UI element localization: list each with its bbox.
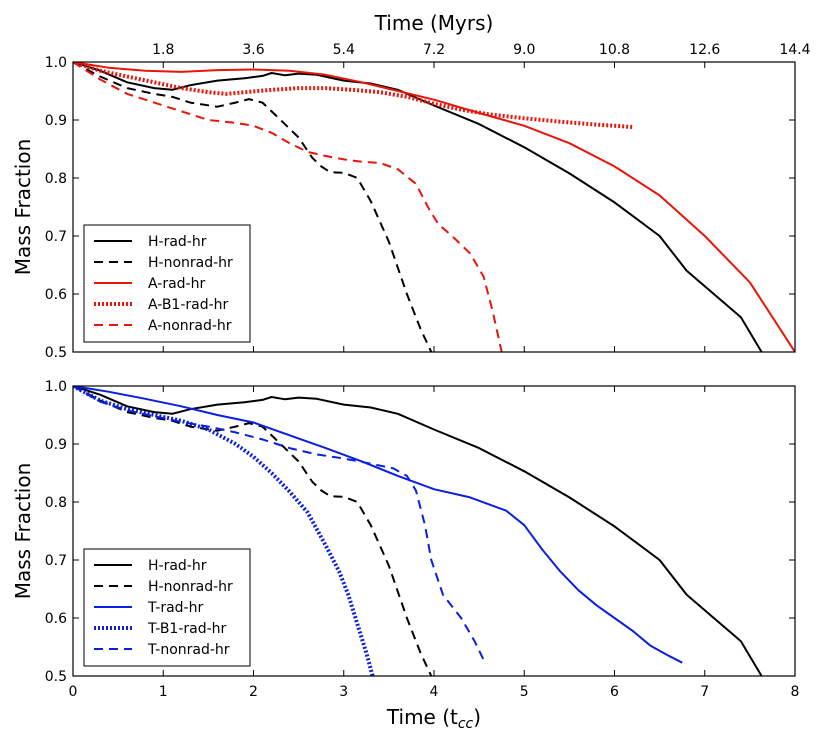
legend-label: H-rad-hr [148,558,207,574]
x-axis-label: Time (tcc) [386,705,481,732]
y-tick-label: 1.0 [45,379,67,395]
legend-label: A-B1-rad-hr [148,297,229,313]
y-tick-label: 1.0 [45,55,67,71]
top-tick-label: 14.4 [779,42,810,58]
x-tick-label: 8 [791,684,800,700]
legend-label: A-nonrad-hr [148,318,232,334]
y-tick-label: 0.5 [45,669,67,685]
top-axis-label: Time (Myrs) [374,11,494,35]
series-line-H-nonrad-hr [73,386,433,676]
top-tick-label: 3.6 [242,42,264,58]
series-group [73,62,795,352]
x-axis-label-main: Time (t [386,705,458,729]
legend-label: H-nonrad-hr [148,579,233,595]
series-line-A-rad-hr [73,62,795,352]
y-tick-label: 0.8 [45,171,67,187]
x-tick-label: 4 [430,684,439,700]
x-tick-label: 0 [69,684,78,700]
panel-top: 0.5 0.6 0.7 0.8 0.9 1.0 1.8 3.6 5.4 7.2 9.0 10.8 12.… [11,11,811,361]
y-tick-label: 0.9 [45,113,67,129]
series-line-H-rad-hr [73,62,763,352]
y-tick-label: 0.9 [45,437,67,453]
top-tick-label: 1.8 [152,42,174,58]
top-tick-label: 12.6 [689,42,720,58]
y-tick-label: 0.6 [45,611,67,627]
series-line-H-rad-hr [73,386,763,676]
x-tick-label: 1 [159,684,168,700]
x-tick-label: 2 [249,684,258,700]
plot-frame [72,61,796,353]
panel-bottom: 0.5 0.6 0.7 0.8 0.9 1.0 0 1 2 3 4 5 6 7 8 Time (tcc) Mas… [11,379,799,732]
x-axis-label-close: ) [473,705,481,729]
legend-label: A-rad-hr [148,276,205,292]
x-tick-label: 5 [520,684,529,700]
plot-frame [72,385,796,677]
series-group [73,386,763,676]
top-tick-label: 7.2 [423,42,445,58]
legend-label: H-nonrad-hr [148,255,233,271]
top-tick-label: 5.4 [333,42,355,58]
series-line-T-nonrad-hr [73,386,485,661]
x-tick-label: 7 [700,684,709,700]
x-tick-label: 3 [339,684,348,700]
y-tick-label: 0.7 [45,229,67,245]
series-line-A-nonrad-hr [73,62,503,352]
legend-label: H-rad-hr [148,234,207,250]
x-axis-label-sub: cc [458,716,474,732]
series-line-A-B1-rad-hr [73,62,633,129]
series-line-T-B1-rad-hr [73,386,375,676]
top-tick-label: 9.0 [513,42,535,58]
top-tick-label: 10.8 [599,42,630,58]
x-tick-label: 6 [610,684,619,700]
y-axis-label: Mass Fraction [11,139,35,276]
y-tick-label: 0.6 [45,287,67,303]
series-line-H-nonrad-hr [73,62,433,352]
legend-label: T-B1-rad-hr [147,621,227,637]
legend-label: T-nonrad-hr [147,642,230,658]
y-axis-label: Mass Fraction [11,463,35,600]
y-tick-label: 0.5 [45,345,67,361]
y-tick-label: 0.7 [45,553,67,569]
y-tick-label: 0.8 [45,495,67,511]
series-line-T-rad-hr [73,386,683,664]
legend-label: T-rad-hr [147,600,203,616]
